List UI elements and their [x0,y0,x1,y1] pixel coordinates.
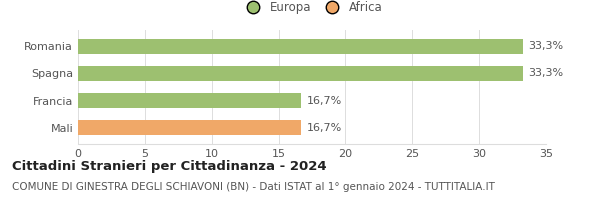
Text: 16,7%: 16,7% [307,123,342,133]
Text: 16,7%: 16,7% [307,96,342,106]
Bar [78,39,523,54]
Bar [78,66,523,81]
Text: COMUNE DI GINESTRA DEGLI SCHIAVONI (BN) - Dati ISTAT al 1° gennaio 2024 - TUTTIT: COMUNE DI GINESTRA DEGLI SCHIAVONI (BN) … [12,182,495,192]
Text: 33,3%: 33,3% [529,68,564,78]
Legend: Europa, Africa: Europa, Africa [236,0,388,18]
Text: 33,3%: 33,3% [529,41,564,51]
Bar [78,120,301,135]
Bar [78,93,301,108]
Text: Cittadini Stranieri per Cittadinanza - 2024: Cittadini Stranieri per Cittadinanza - 2… [12,160,326,173]
